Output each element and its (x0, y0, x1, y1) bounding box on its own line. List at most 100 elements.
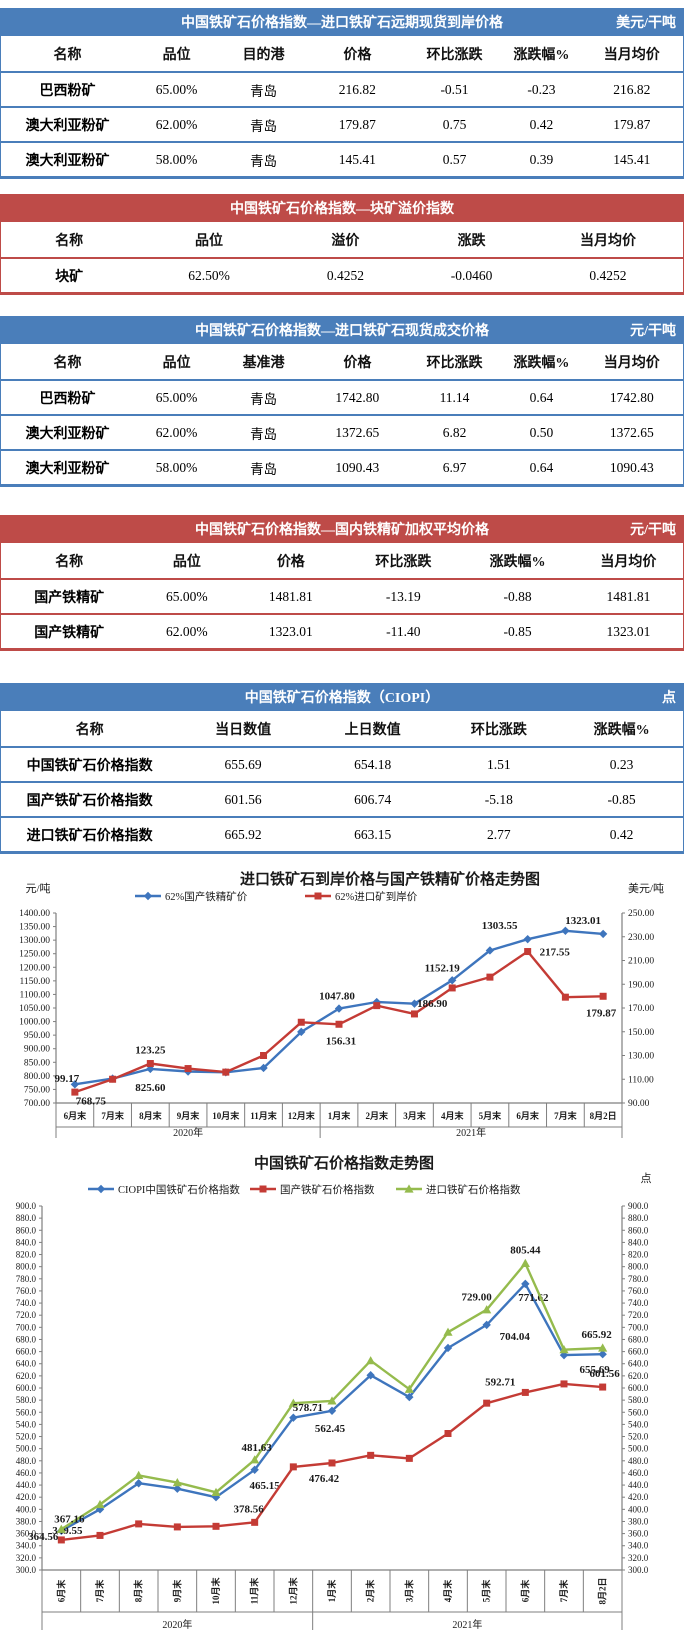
right-tick-label: 640.0 (628, 1359, 649, 1369)
right-tick-label: 680.0 (628, 1334, 649, 1344)
triangle-marker (327, 1396, 337, 1405)
month-label: 12月末 (287, 1577, 298, 1605)
table-title: 中国铁矿石价格指数（CIOPI） (244, 691, 440, 706)
row-name-cell: 澳大利亚粉矿 (25, 153, 110, 169)
month-label: 6月末 (519, 1579, 530, 1603)
left-tick-label: 660.0 (16, 1347, 37, 1357)
month-label: 8月2日 (590, 1111, 617, 1121)
triangle-marker (288, 1398, 298, 1407)
value-cell: 65.00% (166, 588, 208, 604)
month-label: 8月末 (139, 1110, 163, 1121)
chart-title: 进口铁矿石到岸价格与国产铁精矿价格走势图 (240, 870, 540, 888)
table-title-band: 中国铁矿石价格指数（CIOPI） 点 (0, 683, 684, 711)
value-cell: 青岛 (250, 461, 278, 477)
column-header: 当月均价 (579, 233, 636, 249)
month-label: 3月末 (403, 1110, 427, 1121)
table-body: 名称 品位 目的港 价格 环比涨跌 涨跌幅% 当月均价 巴西粉矿 65.00% 青岛 216.82 -… (0, 36, 684, 179)
triangle-marker (520, 1258, 530, 1267)
value-cell: 65.00% (155, 81, 198, 97)
square-marker (524, 948, 532, 956)
value-cell: 11.14 (439, 389, 470, 405)
left-tick-label: 700.0 (16, 1322, 37, 1332)
diamond-marker (259, 1063, 268, 1073)
square-marker (599, 1383, 607, 1391)
left-tick-label: 840.0 (16, 1237, 37, 1247)
square-marker (259, 1185, 267, 1193)
value-cell: 2.77 (487, 826, 511, 842)
left-tick-label: 880.0 (16, 1213, 37, 1223)
square-marker (335, 1020, 343, 1028)
chart-title: 中国铁矿石价格指数走势图 (254, 1154, 434, 1172)
row-name-cell: 中国铁矿石价格指数 (26, 758, 153, 774)
value-cell: -0.85 (607, 791, 636, 807)
value-cell: 663.15 (354, 826, 392, 842)
right-tick-label: 320.0 (628, 1553, 649, 1563)
data-label: 768.75 (76, 1095, 107, 1107)
left-tick-label: 1350.00 (19, 923, 50, 933)
column-header: 环比涨跌 (426, 355, 483, 371)
square-marker (289, 1463, 297, 1471)
triangle-marker (56, 1524, 66, 1533)
triangle-marker (404, 1384, 414, 1393)
square-marker (405, 1454, 413, 1462)
month-label: 9月末 (171, 1579, 182, 1603)
month-label: 1月末 (328, 1110, 352, 1121)
left-tick-label: 760.0 (16, 1286, 37, 1296)
left-tick-label: 460.0 (16, 1468, 37, 1478)
column-header: 环比涨跌 (426, 47, 483, 63)
right-tick-label: 360.0 (628, 1529, 649, 1539)
triangle-marker (134, 1470, 144, 1479)
row-name-cell: 澳大利亚粉矿 (25, 118, 110, 134)
diamond-marker (211, 1493, 221, 1502)
row-name-cell: 国产铁精矿 (34, 625, 105, 641)
left-tick-label: 640.0 (16, 1359, 37, 1369)
value-cell: -0.85 (503, 623, 532, 639)
table-1: 中国铁矿石价格指数—块矿溢价指数 名称 品位 溢价 涨跌 当月均价 块矿 62.50% 0.42… (0, 194, 684, 295)
table-title: 中国铁矿石价格指数—国内铁精矿加权平均价格 (195, 523, 489, 538)
data-label: 805.44 (510, 1244, 541, 1256)
left-tick-label: 800.0 (16, 1262, 37, 1272)
table-header-row: 名称 品位 溢价 涨跌 当月均价 (1, 222, 683, 257)
right-tick-label: 420.0 (628, 1492, 649, 1502)
square-marker (297, 1018, 305, 1026)
value-cell: 62.50% (188, 267, 230, 283)
column-header: 价格 (276, 554, 305, 570)
value-cell: 216.82 (338, 81, 376, 97)
right-tick-label: 540.0 (628, 1419, 649, 1429)
diamond-marker (173, 1484, 182, 1493)
row-name-cell: 进口铁矿石价格指数 (26, 828, 153, 844)
column-header: 涨跌幅% (593, 722, 650, 738)
value-cell: 0.23 (609, 756, 634, 772)
value-cell: 青岛 (250, 426, 278, 442)
right-tick-label: 580.0 (628, 1395, 649, 1405)
square-marker (328, 1459, 336, 1467)
left-tick-label: 300.0 (16, 1565, 37, 1575)
data-label: 655.69 (580, 1364, 611, 1376)
month-label: 4月末 (442, 1579, 453, 1603)
price-tables-region: 中国铁矿石价格指数—进口铁矿石远期现货到岸价格 美元/干吨 名称 品位 目的港 价格 环比涨… (0, 8, 684, 854)
column-header: 当月均价 (603, 47, 660, 63)
value-cell: 1323.01 (268, 623, 313, 639)
table-0: 中国铁矿石价格指数—进口铁矿石远期现货到岸价格 美元/干吨 名称 品位 目的港 价格 环比涨… (0, 8, 684, 179)
table-2: 中国铁矿石价格指数—进口铁矿石现货成交价格 元/干吨 名称 品位 基准港 价格 环比涨跌 涨跌… (0, 316, 684, 487)
value-cell: 1.51 (487, 756, 511, 772)
month-label: 9月末 (177, 1110, 201, 1121)
value-cell: 0.39 (529, 151, 554, 167)
column-header: 当月均价 (600, 554, 657, 570)
data-label: 1303.55 (482, 920, 518, 932)
right-tick-label: 400.0 (628, 1504, 649, 1514)
right-tick-label: 520.0 (628, 1432, 649, 1442)
square-marker (448, 984, 456, 992)
value-cell: 65.00% (155, 389, 198, 405)
square-marker (251, 1518, 259, 1526)
table-row: 国产铁精矿 65.00% 1481.81 -13.19 -0.88 1481.81 (1, 578, 683, 613)
left-tick-label: 1400.00 (19, 909, 50, 919)
value-cell: 606.74 (354, 791, 392, 807)
year-label: 2020年 (173, 1126, 203, 1138)
diamond-marker (485, 946, 495, 955)
row-name-cell: 澳大利亚粉矿 (25, 461, 110, 477)
month-label: 6月末 (64, 1110, 88, 1121)
month-label: 7月末 (101, 1110, 125, 1121)
square-marker (314, 892, 322, 900)
